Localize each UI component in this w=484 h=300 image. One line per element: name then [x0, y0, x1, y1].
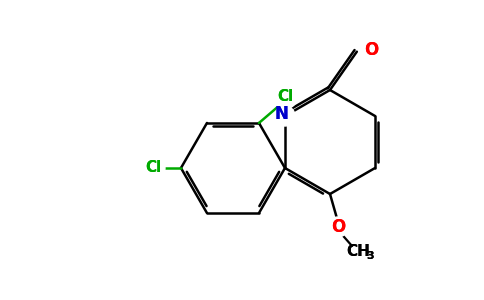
- Circle shape: [328, 217, 348, 237]
- Text: 3: 3: [366, 251, 374, 261]
- Text: Cl: Cl: [145, 160, 161, 175]
- Text: 3: 3: [366, 251, 374, 261]
- Text: N: N: [274, 105, 288, 123]
- Text: O: O: [331, 218, 345, 236]
- Text: CH: CH: [346, 244, 370, 260]
- Text: Cl: Cl: [277, 89, 293, 104]
- Text: CH: CH: [346, 244, 370, 260]
- Circle shape: [275, 106, 295, 126]
- Text: O: O: [363, 41, 378, 59]
- Text: N: N: [274, 105, 288, 123]
- Text: O: O: [363, 41, 378, 59]
- Text: Cl: Cl: [277, 89, 293, 104]
- Text: Cl: Cl: [145, 160, 161, 175]
- Circle shape: [141, 156, 165, 180]
- Circle shape: [361, 40, 381, 60]
- Text: O: O: [331, 218, 345, 236]
- Circle shape: [273, 85, 297, 109]
